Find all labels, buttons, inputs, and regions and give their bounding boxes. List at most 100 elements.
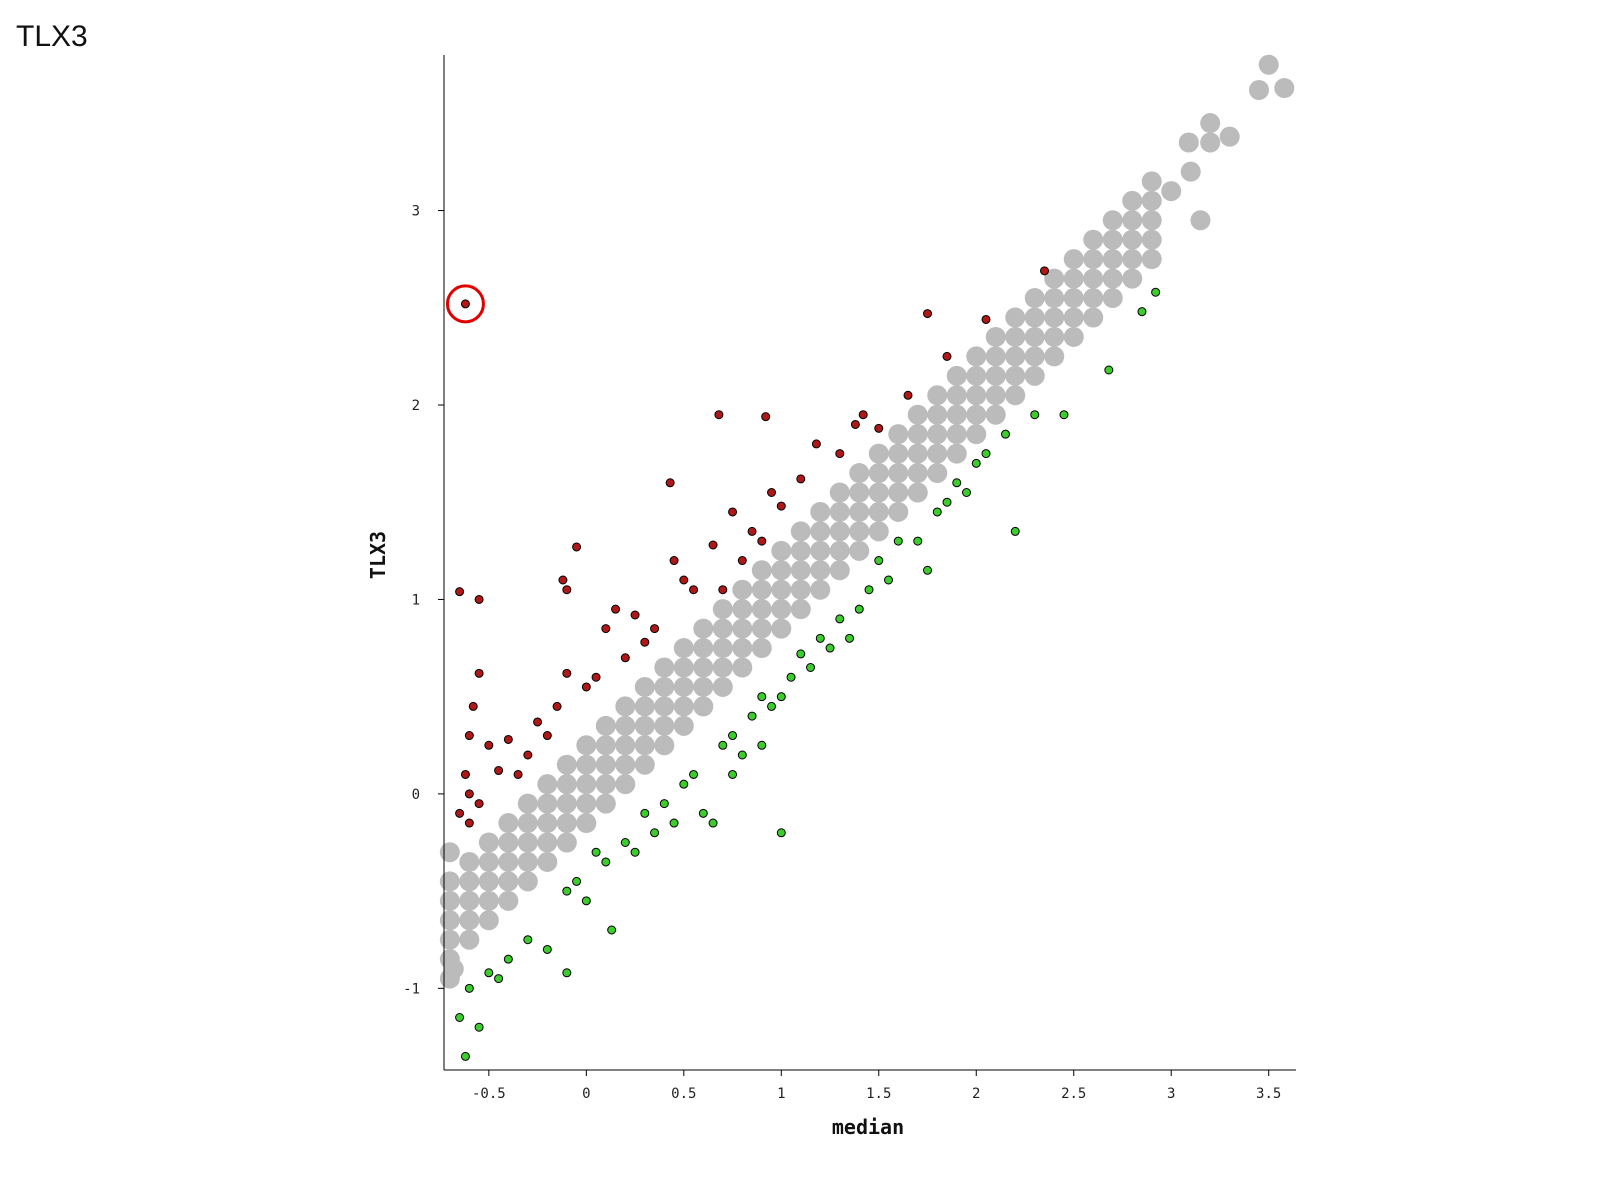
- point: [494, 766, 504, 776]
- point: [849, 482, 870, 503]
- point: [966, 404, 987, 425]
- point: [942, 351, 952, 361]
- point: [654, 657, 675, 678]
- point: [767, 701, 777, 711]
- point: [615, 754, 636, 775]
- point: [835, 449, 845, 459]
- point: [523, 750, 533, 760]
- point: [1005, 346, 1026, 367]
- point: [907, 443, 928, 464]
- point: [1122, 210, 1143, 231]
- point: [868, 443, 889, 464]
- point: [786, 672, 796, 682]
- point: [634, 754, 655, 775]
- point: [751, 560, 772, 581]
- point: [728, 769, 738, 779]
- point: [615, 735, 636, 756]
- point: [971, 458, 981, 468]
- point: [634, 735, 655, 756]
- y-tick-label: 1: [412, 592, 420, 608]
- point: [517, 851, 538, 872]
- point: [1024, 365, 1045, 386]
- point: [478, 851, 499, 872]
- point: [503, 734, 513, 744]
- point: [829, 521, 850, 542]
- point: [946, 424, 967, 445]
- point: [558, 575, 568, 585]
- point: [1102, 249, 1123, 270]
- x-tick-label: 3: [1167, 1086, 1175, 1102]
- point: [513, 769, 523, 779]
- point: [464, 731, 474, 741]
- point: [1044, 326, 1065, 347]
- point: [1141, 171, 1162, 192]
- point: [1219, 126, 1240, 147]
- point: [825, 643, 835, 653]
- point: [459, 929, 480, 950]
- point: [572, 876, 582, 886]
- point: [962, 488, 972, 497]
- point: [478, 910, 499, 931]
- point: [498, 871, 519, 892]
- x-tick-label: 0: [582, 1086, 590, 1102]
- point: [1141, 210, 1162, 231]
- point: [630, 847, 640, 857]
- point: [1063, 268, 1084, 289]
- point: [708, 818, 718, 828]
- point: [811, 439, 821, 449]
- point: [751, 638, 772, 659]
- chart-title: TLX3: [16, 20, 88, 53]
- x-tick-label: 3.5: [1256, 1086, 1281, 1102]
- point: [562, 585, 572, 595]
- point: [815, 633, 825, 643]
- point: [455, 1013, 465, 1022]
- point: [913, 536, 923, 546]
- point: [810, 579, 831, 600]
- point: [572, 542, 582, 552]
- point: [615, 715, 636, 736]
- point: [712, 676, 733, 697]
- point: [455, 587, 465, 597]
- point: [1083, 307, 1104, 328]
- point: [1102, 288, 1123, 309]
- point: [874, 556, 884, 566]
- point: [718, 585, 728, 595]
- point: [718, 740, 728, 750]
- point: [985, 326, 1006, 347]
- point: [673, 696, 694, 717]
- point: [1137, 307, 1147, 317]
- point: [1044, 307, 1065, 328]
- y-tick-label: 3: [412, 204, 420, 220]
- point: [858, 410, 868, 420]
- point: [474, 1022, 484, 1032]
- point: [460, 769, 470, 779]
- point: [537, 813, 558, 834]
- point: [517, 832, 538, 853]
- point: [669, 556, 679, 566]
- point: [1005, 307, 1026, 328]
- point: [595, 793, 616, 814]
- point: [927, 443, 948, 464]
- y-axis-label: TLX3: [366, 531, 390, 579]
- point: [556, 754, 577, 775]
- point: [849, 521, 870, 542]
- point: [1063, 307, 1084, 328]
- point: [439, 929, 460, 950]
- point: [698, 808, 708, 818]
- plot-area: [439, 54, 1295, 1061]
- point: [1141, 190, 1162, 211]
- point: [498, 832, 519, 853]
- point: [893, 536, 903, 546]
- point: [952, 478, 962, 488]
- point: [576, 774, 597, 795]
- point: [533, 717, 543, 727]
- point: [611, 604, 621, 614]
- point: [443, 958, 464, 979]
- point: [1024, 288, 1045, 309]
- point: [601, 857, 611, 867]
- point: [503, 954, 513, 964]
- point: [523, 935, 533, 945]
- point: [732, 599, 753, 620]
- point: [591, 847, 601, 857]
